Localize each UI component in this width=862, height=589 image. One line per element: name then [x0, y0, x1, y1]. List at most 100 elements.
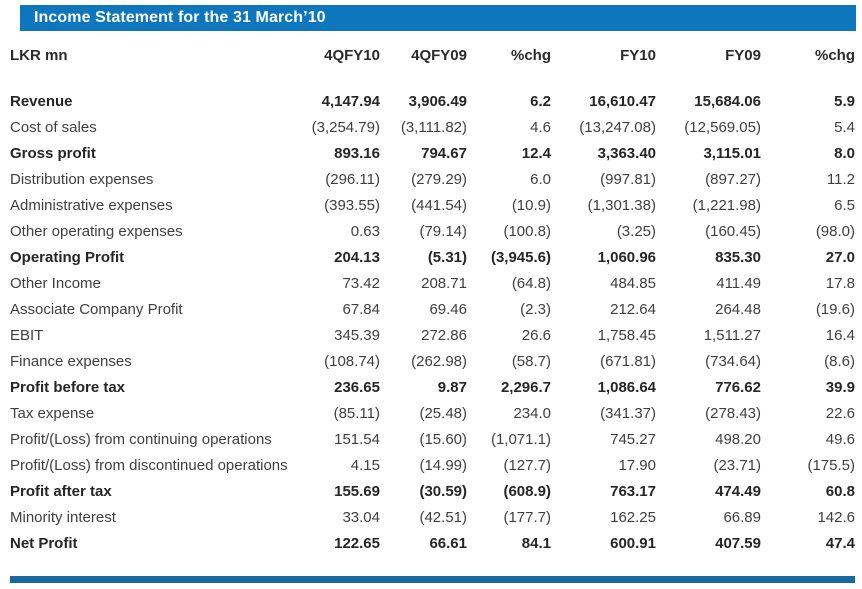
cell-value: 5.4	[834, 118, 855, 136]
cell-value: (897.27)	[705, 170, 761, 188]
cell-value: (58.7)	[511, 352, 551, 370]
cell-value: 122.65	[334, 534, 380, 552]
cell-value: (42.51)	[419, 508, 467, 526]
cell-value: 155.69	[334, 482, 380, 500]
cell-value: 66.61	[429, 534, 467, 552]
cell-value: 47.4	[825, 534, 855, 552]
cell-value: (3,945.6)	[490, 248, 551, 266]
cell-value: 69.46	[429, 300, 467, 318]
cell-value: 4,147.94	[321, 92, 380, 110]
cell-value: 264.48	[715, 300, 761, 318]
cell-value: (108.74)	[324, 352, 380, 370]
row-label: Tax expense	[10, 404, 95, 422]
spacer-row	[10, 68, 855, 88]
cell-value: 142.6	[817, 508, 855, 526]
cell-value: 6.0	[530, 170, 551, 188]
cell-value: 204.13	[334, 248, 380, 266]
cell-value: 208.71	[421, 274, 467, 292]
row-label: Cost of sales	[10, 118, 97, 136]
cell-value: (279.29)	[411, 170, 467, 188]
row-label: Profit before tax	[10, 378, 126, 396]
cell-value: (2.3)	[520, 300, 551, 318]
cell-value: (1,071.1)	[490, 430, 551, 448]
cell-value: (13,247.08)	[579, 118, 656, 136]
cell-value: 600.91	[610, 534, 656, 552]
cell-value: (25.48)	[419, 404, 467, 422]
cell-value: 66.89	[723, 508, 761, 526]
header-row: LKR mn 4QFY10 4QFY09 %chg FY10 FY09 %chg	[10, 42, 855, 68]
row-label: Other Income	[10, 274, 101, 292]
table-row: Profit after tax 155.69 (30.59) (608.9) 763.…	[10, 478, 855, 504]
cell-value: 1,086.64	[597, 378, 656, 396]
column-header: 4QFY09	[411, 46, 467, 64]
cell-value: (341.37)	[600, 404, 656, 422]
cell-value: 0.63	[350, 222, 380, 240]
cell-value: (30.59)	[419, 482, 467, 500]
cell-value: (5.31)	[427, 248, 467, 266]
table-row: Profit/(Loss) from discontinued operatio…	[10, 452, 855, 478]
cell-value: 15,684.06	[694, 92, 761, 110]
cell-value: (127.7)	[503, 456, 551, 474]
income-statement-table: LKR mn 4QFY10 4QFY09 %chg FY10 FY09 %chg Reven…	[10, 42, 855, 556]
cell-value: 835.30	[715, 248, 761, 266]
cell-value: 49.6	[825, 430, 855, 448]
cell-value: 16.4	[825, 326, 855, 344]
cell-value: 498.20	[715, 430, 761, 448]
table-body: Revenue 4,147.94 3,906.49 6.2 16,610.47 15,68…	[10, 68, 855, 556]
cell-value: (64.8)	[511, 274, 551, 292]
table-row: Profit/(Loss) from continuing operations…	[10, 426, 855, 452]
cell-value: 234.0	[513, 404, 551, 422]
cell-value: (8.6)	[824, 352, 855, 370]
row-label: Revenue	[10, 92, 73, 110]
cell-value: 1,758.45	[597, 326, 656, 344]
cell-value: (12,569.05)	[684, 118, 761, 136]
row-label: Operating Profit	[10, 248, 125, 266]
cell-value: (997.81)	[600, 170, 656, 188]
row-label: Other operating expenses	[10, 222, 183, 240]
cell-value: 745.27	[610, 430, 656, 448]
row-label: Profit after tax	[10, 482, 112, 500]
column-header: %chg	[814, 46, 855, 64]
column-header: FY09	[725, 46, 761, 64]
cell-value: 17.8	[825, 274, 855, 292]
row-label: Associate Company Profit	[10, 300, 183, 318]
cell-value: 26.6	[521, 326, 551, 344]
cell-value: (3,111.82)	[400, 118, 467, 136]
cell-value: 16,610.47	[589, 92, 656, 110]
row-label: Distribution expenses	[10, 170, 154, 188]
row-label: Profit/(Loss) from discontinued operatio…	[10, 456, 288, 474]
row-label: Finance expenses	[10, 352, 132, 370]
report-title: Income Statement for the 31 March’10	[34, 9, 326, 26]
row-label: Administrative expenses	[10, 196, 173, 214]
cell-value: 776.62	[715, 378, 761, 396]
row-label: Minority interest	[10, 508, 116, 526]
cell-value: (100.8)	[503, 222, 551, 240]
cell-value: 162.25	[610, 508, 656, 526]
cell-value: 22.6	[825, 404, 855, 422]
cell-value: (278.43)	[705, 404, 761, 422]
table-row: Net Profit 122.65 66.61 84.1 600.91 407.59 47.…	[10, 530, 855, 556]
cell-value: (3.25)	[616, 222, 656, 240]
table-row: Distribution expenses (296.11) (279.29) 6.0…	[10, 166, 855, 192]
table-row: EBIT 345.39 272.86 26.6 1,758.45 1,511.27 16.4	[10, 322, 855, 348]
cell-value: 1,060.96	[597, 248, 656, 266]
column-header: LKR mn	[10, 46, 68, 64]
cell-value: 8.0	[834, 144, 855, 162]
cell-value: 345.39	[334, 326, 380, 344]
cell-value: 763.17	[610, 482, 656, 500]
cell-value: 3,906.49	[408, 92, 467, 110]
spacer-cell	[10, 68, 855, 88]
table-row: Minority interest 33.04 (42.51) (177.7) 162.…	[10, 504, 855, 530]
cell-value: (3,254.79)	[311, 118, 380, 136]
table-header: LKR mn 4QFY10 4QFY09 %chg FY10 FY09 %chg	[10, 42, 855, 68]
cell-value: (393.55)	[324, 196, 380, 214]
cell-value: 2,296.7	[500, 378, 551, 396]
cell-value: 794.67	[421, 144, 467, 162]
row-label: EBIT	[10, 326, 44, 344]
cell-value: 9.87	[437, 378, 467, 396]
row-label: Net Profit	[10, 534, 78, 552]
cell-value: (671.81)	[600, 352, 656, 370]
table-row: Gross profit 893.16 794.67 12.4 3,363.40 3,11…	[10, 140, 855, 166]
cell-value: 6.2	[530, 92, 551, 110]
table-row: Other Income 73.42 208.71 (64.8) 484.85 411.4…	[10, 270, 855, 296]
